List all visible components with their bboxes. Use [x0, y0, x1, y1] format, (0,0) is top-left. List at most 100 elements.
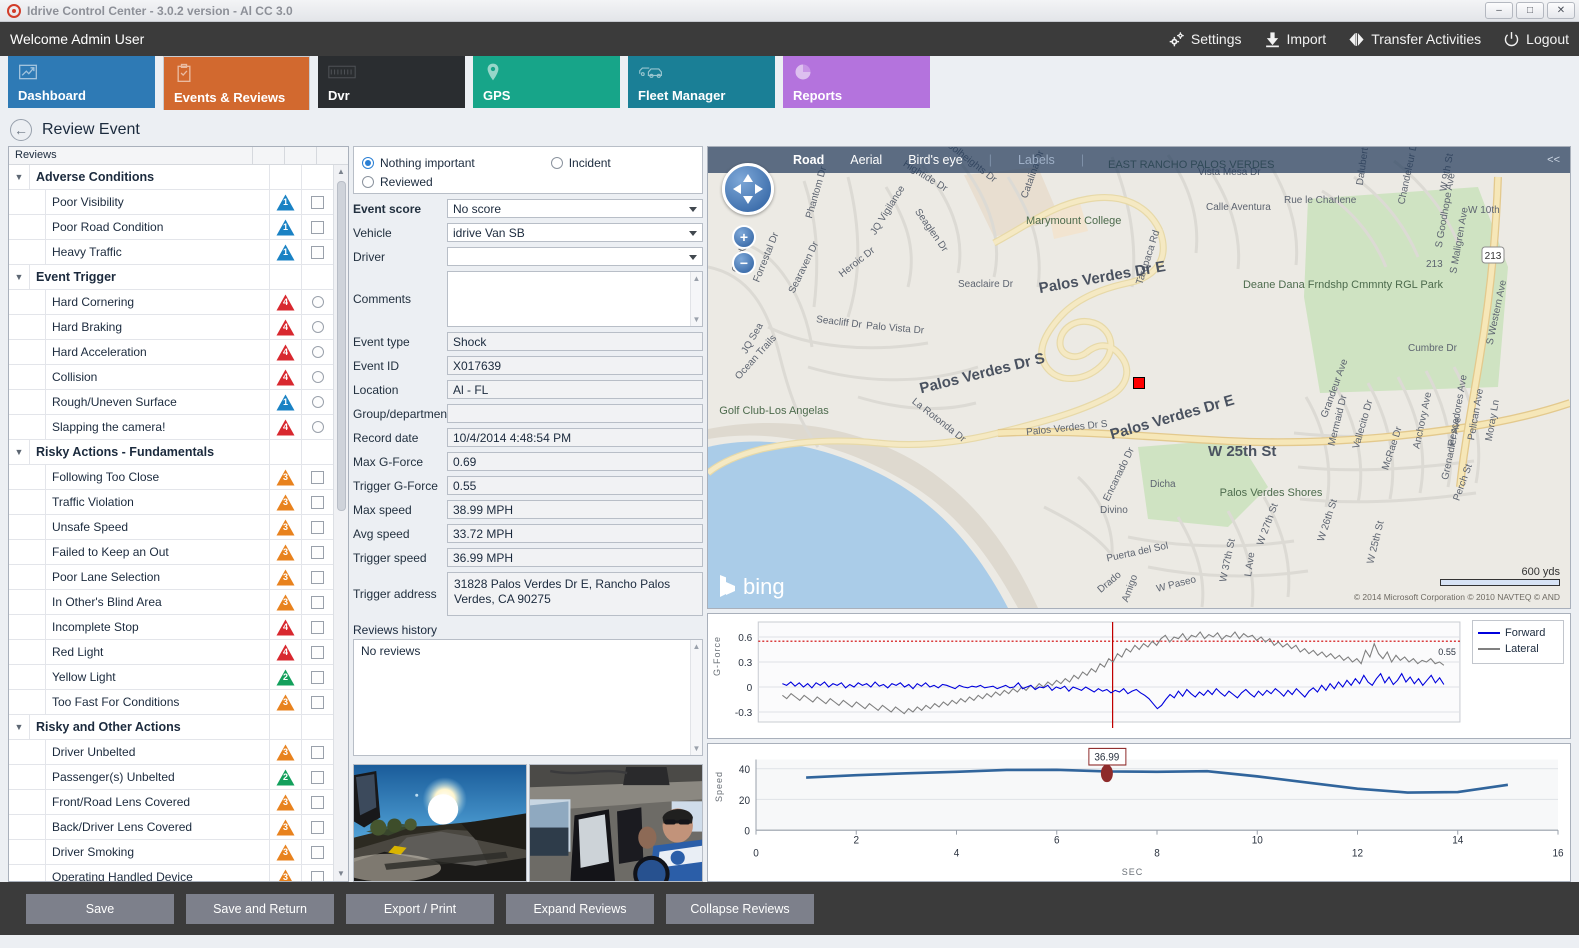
- review-item-checkbox[interactable]: [301, 840, 333, 864]
- group-expand-toggle[interactable]: ▼: [14, 272, 24, 282]
- review-item-row[interactable]: Driver Unbelted 3: [9, 740, 333, 765]
- transfer-activities-menu-item[interactable]: Transfer Activities: [1348, 31, 1481, 48]
- vehicle-select[interactable]: idrive Van SB: [447, 223, 703, 242]
- minimize-button[interactable]: –: [1485, 2, 1513, 19]
- review-item-row[interactable]: Front/Road Lens Covered 3: [9, 790, 333, 815]
- road-camera-thumbnail[interactable]: [353, 764, 527, 882]
- map-zoom-out-button[interactable]: −: [732, 251, 756, 275]
- map-mode-aerial[interactable]: Aerial: [850, 153, 883, 167]
- checkbox-icon[interactable]: [311, 695, 324, 709]
- review-item-row[interactable]: In Other's Blind Area 3: [9, 590, 333, 615]
- comments-scrollbar[interactable]: ▲ ▼: [690, 272, 702, 326]
- map-labels-toggle[interactable]: Labels: [1017, 153, 1055, 167]
- review-item-row[interactable]: Operating Handled Device 3: [9, 865, 333, 881]
- group-expand-toggle[interactable]: ▼: [14, 447, 24, 457]
- review-item-checkbox[interactable]: [301, 465, 333, 489]
- review-item-row[interactable]: Poor Visibility 1: [9, 190, 333, 215]
- review-item-row[interactable]: Traffic Violation 3: [9, 490, 333, 515]
- status-reviewed[interactable]: Reviewed: [362, 175, 433, 189]
- checkbox-icon[interactable]: [311, 495, 324, 509]
- checkbox-icon[interactable]: [311, 220, 324, 234]
- review-item-checkbox[interactable]: [301, 615, 333, 639]
- collapse-reviews-button[interactable]: Collapse Reviews: [666, 893, 814, 924]
- map-mode-birds-eye[interactable]: Bird's eye: [908, 153, 963, 167]
- checkbox-icon[interactable]: [311, 245, 324, 259]
- checkbox-icon[interactable]: [311, 520, 324, 534]
- cabin-camera-thumbnail[interactable]: [529, 764, 703, 882]
- review-item-row[interactable]: Slapping the camera! 4: [9, 415, 333, 440]
- tab-gps[interactable]: GPS: [473, 56, 620, 108]
- status-incident[interactable]: Incident: [550, 156, 611, 170]
- status-nothing-important[interactable]: Nothing important: [362, 156, 475, 170]
- review-group-row[interactable]: ▼ Adverse Conditions: [9, 165, 333, 190]
- review-item-row[interactable]: Red Light 4: [9, 640, 333, 665]
- review-item-checkbox[interactable]: [301, 665, 333, 689]
- logout-menu-item[interactable]: Logout: [1503, 31, 1569, 48]
- review-item-checkbox[interactable]: [301, 590, 333, 614]
- radio-icon[interactable]: [311, 371, 324, 383]
- review-item-row[interactable]: Following Too Close 3: [9, 465, 333, 490]
- scroll-down-arrow[interactable]: ▼: [692, 315, 701, 324]
- checkbox-icon[interactable]: [311, 795, 324, 809]
- radio-incident-icon[interactable]: [550, 156, 563, 169]
- import-menu-item[interactable]: Import: [1264, 31, 1326, 48]
- review-item-row[interactable]: Failed to Keep an Out 3: [9, 540, 333, 565]
- checkbox-icon[interactable]: [311, 670, 324, 684]
- checkbox-icon[interactable]: [311, 645, 324, 659]
- checkbox-icon[interactable]: [311, 595, 324, 609]
- event-score-select[interactable]: No score: [447, 199, 703, 218]
- review-item-row[interactable]: Poor Lane Selection 3: [9, 565, 333, 590]
- review-item-checkbox[interactable]: [301, 865, 333, 881]
- save-button[interactable]: Save: [26, 893, 174, 924]
- review-item-checkbox[interactable]: [301, 515, 333, 539]
- review-item-radio[interactable]: [301, 340, 333, 364]
- review-group-row[interactable]: ▼ Event Trigger: [9, 265, 333, 290]
- group-expand-toggle[interactable]: ▼: [14, 722, 24, 732]
- tab-dashboard[interactable]: Dashboard: [8, 56, 155, 108]
- radio-icon[interactable]: [311, 421, 324, 433]
- review-item-checkbox[interactable]: [301, 740, 333, 764]
- tab-events-reviews[interactable]: Events & Reviews: [163, 56, 310, 110]
- radio-icon[interactable]: [311, 321, 324, 333]
- review-item-row[interactable]: Yellow Light 2: [9, 665, 333, 690]
- radio-icon[interactable]: [311, 296, 324, 308]
- review-item-row[interactable]: Unsafe Speed 3: [9, 515, 333, 540]
- scroll-thumb[interactable]: [336, 181, 346, 511]
- review-item-row[interactable]: Collision 4: [9, 365, 333, 390]
- checkbox-icon[interactable]: [311, 845, 324, 859]
- review-item-checkbox[interactable]: [301, 490, 333, 514]
- review-item-checkbox[interactable]: [301, 790, 333, 814]
- scroll-up-arrow[interactable]: ▲: [692, 642, 701, 651]
- maximize-button[interactable]: □: [1516, 2, 1544, 19]
- checkbox-icon[interactable]: [311, 570, 324, 584]
- review-item-row[interactable]: Back/Driver Lens Covered 3: [9, 815, 333, 840]
- checkbox-icon[interactable]: [311, 770, 324, 784]
- scroll-up-arrow[interactable]: ▲: [692, 274, 701, 283]
- driver-select[interactable]: [447, 247, 703, 266]
- review-item-checkbox[interactable]: [301, 690, 333, 714]
- review-group-row[interactable]: ▼ Risky and Other Actions: [9, 715, 333, 740]
- review-item-row[interactable]: Passenger(s) Unbelted 2: [9, 765, 333, 790]
- map-mode-road[interactable]: Road: [793, 153, 825, 167]
- review-item-checkbox[interactable]: [301, 765, 333, 789]
- review-group-row[interactable]: ▼ Risky Actions - Fundamentals: [9, 440, 333, 465]
- review-item-row[interactable]: Heavy Traffic 1: [9, 240, 333, 265]
- checkbox-icon[interactable]: [311, 870, 324, 881]
- comments-value[interactable]: [448, 272, 690, 326]
- expand-reviews-button[interactable]: Expand Reviews: [506, 893, 654, 924]
- radio-icon[interactable]: [311, 396, 324, 408]
- checkbox-icon[interactable]: [311, 620, 324, 634]
- checkbox-icon[interactable]: [311, 470, 324, 484]
- checkbox-icon[interactable]: [311, 195, 324, 209]
- map-collapse-button[interactable]: <<: [1547, 154, 1560, 166]
- review-item-radio[interactable]: [301, 415, 333, 439]
- scroll-up-arrow[interactable]: ▲: [337, 167, 345, 176]
- review-item-radio[interactable]: [301, 290, 333, 314]
- review-item-row[interactable]: Incomplete Stop 4: [9, 615, 333, 640]
- review-item-checkbox[interactable]: [301, 815, 333, 839]
- group-expand-toggle[interactable]: ▼: [14, 172, 24, 182]
- tab-reports[interactable]: Reports: [783, 56, 930, 108]
- scroll-down-arrow[interactable]: ▼: [692, 744, 701, 753]
- checkbox-icon[interactable]: [311, 820, 324, 834]
